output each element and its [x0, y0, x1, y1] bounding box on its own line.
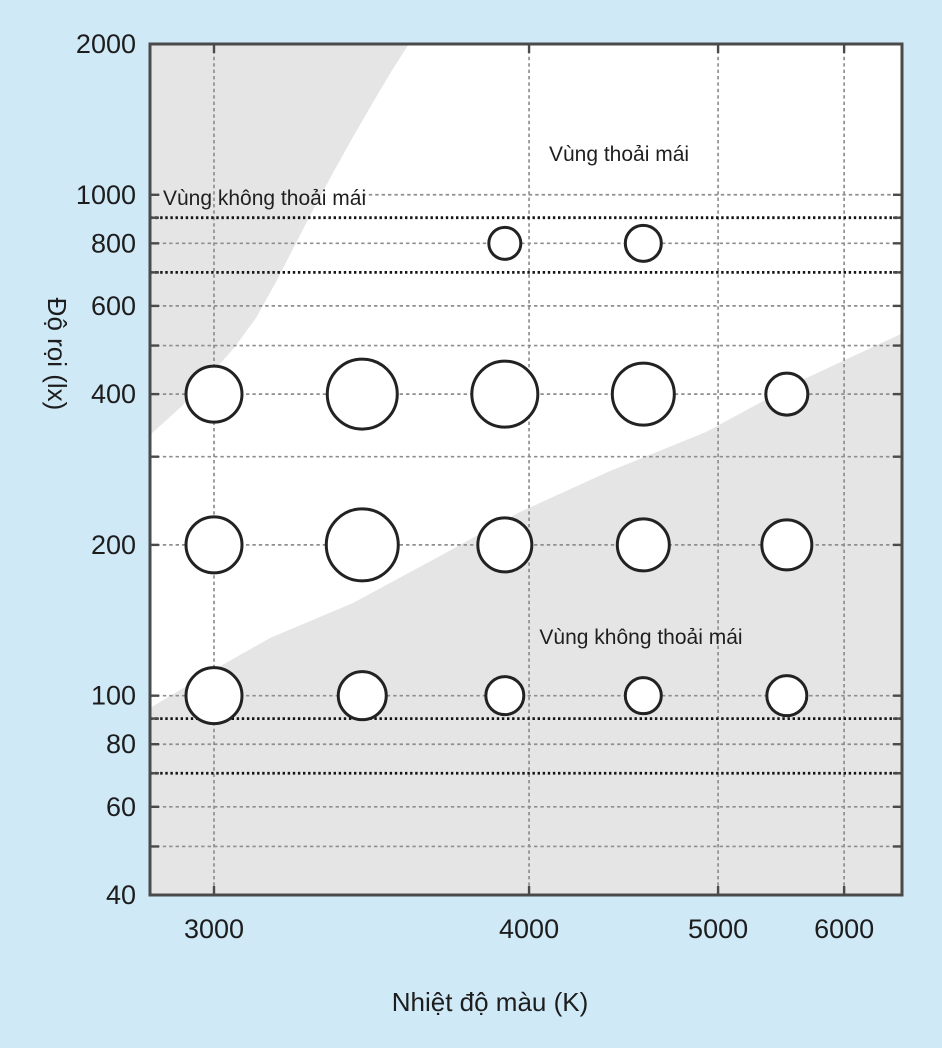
bubble-5500k-100lx [765, 674, 809, 718]
bubble-5500k-400lx [764, 371, 810, 417]
bubble-5500k-200lx [760, 518, 814, 572]
zone-label-discomfort-lower: Vùng không thoải mái [539, 626, 742, 649]
bubble-3900k-800lx [487, 225, 523, 261]
plot-border [148, 42, 904, 897]
bubble-4550k-100lx [623, 676, 663, 716]
x-tick-label-4000: 4000 [499, 914, 559, 944]
y-tick-label-600: 600 [91, 291, 136, 321]
x-tick-label-5000: 5000 [688, 914, 748, 944]
x-tick-labels: 3000 4000 5000 6000 [184, 914, 874, 944]
y-tick-label-800: 800 [91, 228, 136, 258]
y-tick-label-100: 100 [91, 681, 136, 711]
zone-label-comfort: Vùng thoải mái [549, 143, 689, 166]
bubble-3000k-200lx [184, 515, 244, 575]
y-tick-label-80: 80 [106, 729, 136, 759]
x-tick-label-3000: 3000 [184, 914, 244, 944]
y-axis-title: Độ rọi (lx) [42, 298, 72, 411]
bubble-4550k-400lx [610, 361, 676, 427]
x-axis-title: Nhiệt độ màu (K) [392, 987, 589, 1017]
gridlines [150, 44, 902, 895]
bubble-3400k-200lx [324, 507, 400, 583]
bubble-4550k-200lx [615, 517, 671, 573]
bubble-3900k-100lx [484, 675, 526, 717]
y-tick-label-40: 40 [106, 880, 136, 910]
y-tick-label-200: 200 [91, 530, 136, 560]
bubble-3000k-100lx [184, 666, 244, 726]
y-tick-label-400: 400 [91, 379, 136, 409]
bubble-4550k-800lx [623, 223, 663, 263]
zone-label-discomfort-upper: Vùng không thoải mái [163, 187, 366, 210]
bubble-3900k-200lx [476, 516, 534, 574]
y-tick-label-60: 60 [106, 792, 136, 822]
x-tick-label-6000: 6000 [814, 914, 874, 944]
bubble-3900k-400lx [470, 359, 540, 429]
preference-bubbles [184, 223, 814, 726]
bubble-3000k-400lx [184, 364, 244, 424]
y-tick-label-2000: 2000 [76, 29, 136, 59]
bubble-3400k-400lx [325, 357, 399, 431]
y-tick-label-1000: 1000 [76, 180, 136, 210]
y-tick-labels: 2000 1000 800 600 400 200 100 80 60 40 [76, 29, 136, 910]
bubble-3400k-100lx [336, 670, 388, 722]
region-discomfort-lower-right [150, 333, 902, 895]
